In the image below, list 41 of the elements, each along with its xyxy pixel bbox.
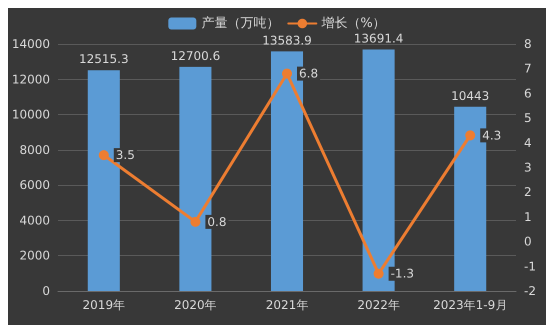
y2-tick-label: 4 [524, 136, 532, 150]
point [98, 150, 109, 160]
y2-tick-label: 7 [524, 62, 532, 76]
y-tick-label: 0 [42, 284, 50, 298]
data-label: 13583.9 [262, 33, 312, 48]
point [282, 68, 292, 79]
y-tick-label: 4000 [19, 213, 50, 228]
data-label: 10443 [451, 88, 490, 103]
y-tick-label: 14000 [12, 37, 50, 51]
y-tick-label: 8000 [19, 142, 50, 157]
x-tick-label: 2019年 [82, 298, 126, 312]
x-tick-label: 2021年 [266, 298, 308, 312]
y-tick-label: 10000 [12, 108, 50, 122]
y2-tick-label: 6 [524, 86, 532, 100]
data-label: 12515.3 [78, 52, 129, 66]
legend-label: 产量（万吨） [201, 16, 280, 31]
data-label: 0.8 [207, 214, 226, 229]
y-tick-label: 6000 [19, 178, 50, 192]
y2-tick-label: 0 [524, 234, 532, 249]
x-tick-label: 2022年 [357, 298, 400, 312]
point [190, 216, 200, 227]
point [374, 268, 384, 279]
y2-tick-label: 2 [524, 185, 532, 200]
y2-tick-label: 8 [524, 37, 532, 51]
x-tick-label: 2020年 [174, 298, 217, 312]
y2-tick-label: -1 [524, 259, 536, 274]
data-label: 3.5 [116, 148, 135, 162]
data-label: -1.3 [390, 266, 414, 281]
data-label: 6.8 [299, 66, 318, 81]
data-label: 4.3 [482, 128, 502, 142]
x-tick-label: 2023年1-9月 [433, 298, 508, 312]
y2-tick-label: -2 [524, 284, 536, 298]
y-tick-label: 2000 [19, 248, 50, 263]
y2-tick-label: 3 [524, 160, 532, 174]
y-tick-label: 12000 [12, 72, 50, 86]
y2-tick-label: 1 [524, 210, 532, 224]
data-label: 13691.4 [354, 31, 404, 46]
y2-tick-label: 5 [524, 111, 532, 126]
point [465, 130, 476, 140]
data-label: 12700.6 [170, 48, 220, 63]
legend-label: 增长（%） [320, 16, 386, 31]
